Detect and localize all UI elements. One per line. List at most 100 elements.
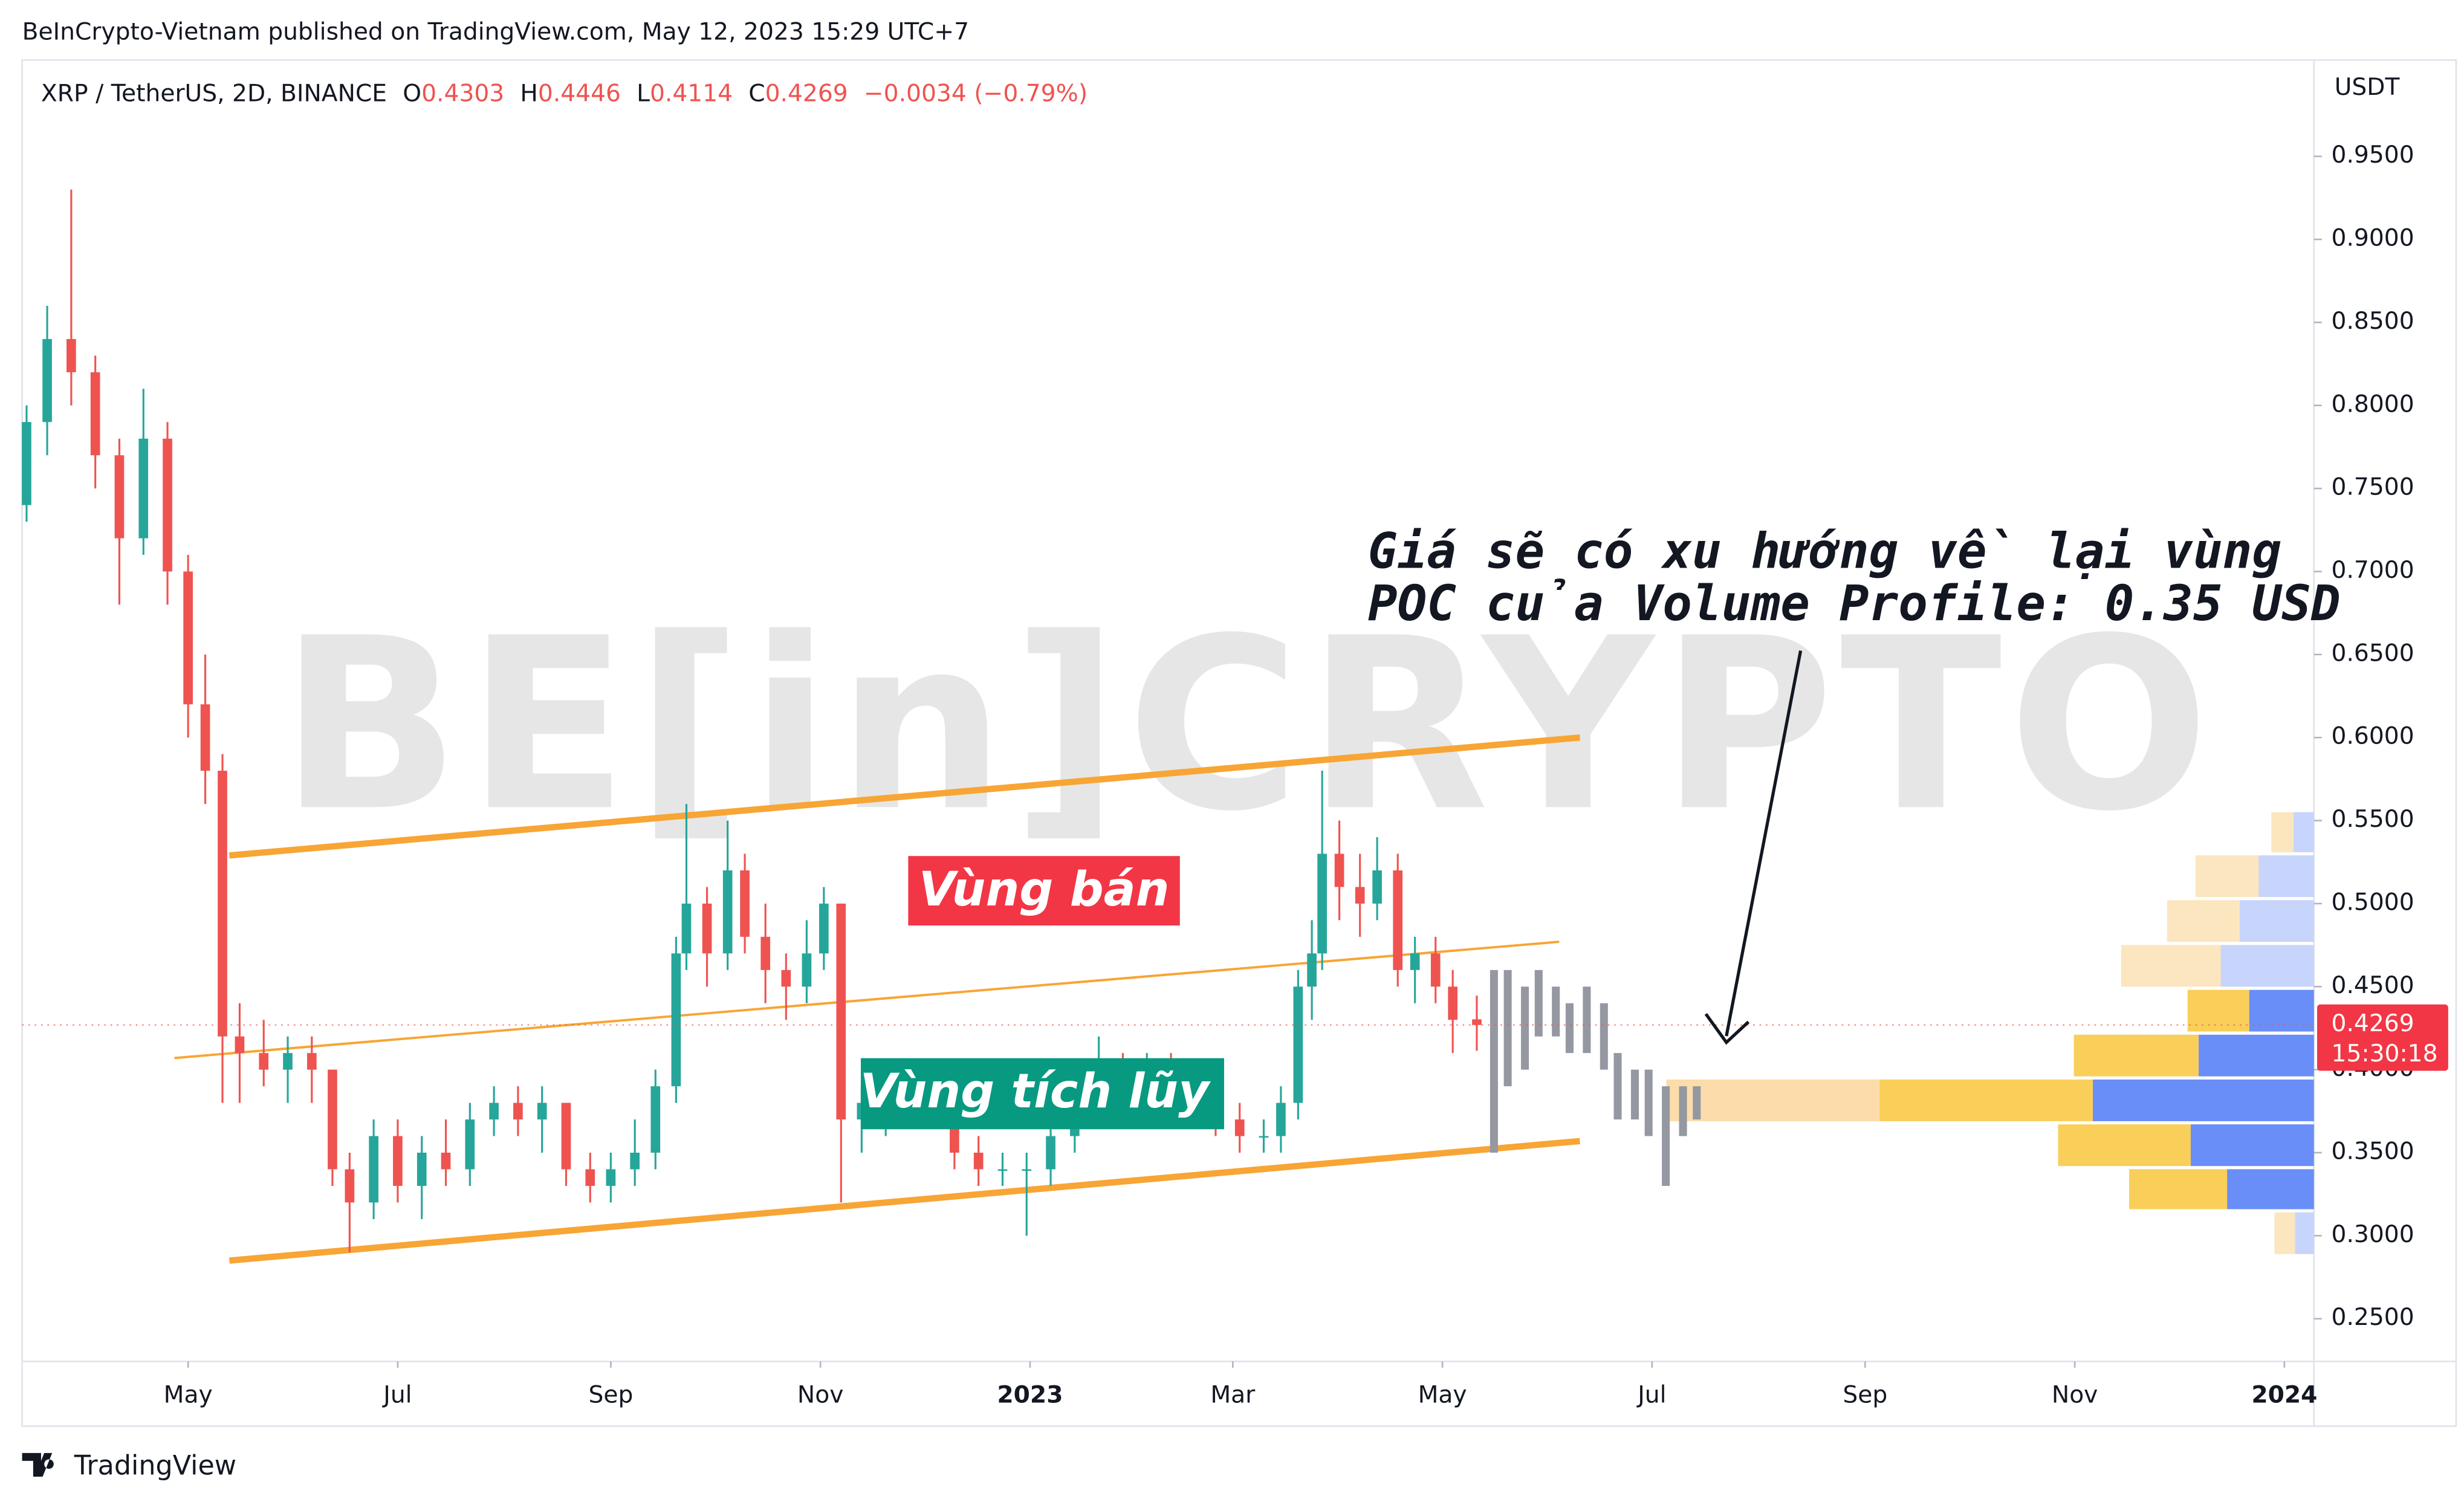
projection-bar xyxy=(1583,986,1591,1054)
candle-body xyxy=(513,1103,523,1120)
candle-body xyxy=(973,1152,984,1170)
y-tick-label: 0.7000 xyxy=(2332,557,2414,584)
candle-body xyxy=(585,1169,595,1186)
tv-logo-mark xyxy=(22,1452,54,1477)
projection-bar xyxy=(1600,1003,1608,1070)
profile-down xyxy=(2121,945,2221,987)
candle-body xyxy=(328,1069,337,1170)
candle-body xyxy=(630,1152,640,1170)
profile-up xyxy=(2220,945,2314,987)
candle-body xyxy=(183,571,193,705)
arrow-shaft xyxy=(1725,650,1803,1037)
candle-body xyxy=(606,1169,616,1186)
legend-key: C xyxy=(748,80,765,107)
chart-frame xyxy=(21,59,2457,1427)
plot-area: 0.25000.30000.35000.40000.45000.50000.55… xyxy=(22,141,2448,1408)
candle-body xyxy=(1472,1019,1482,1025)
legend-value: 0.4303 xyxy=(421,80,504,107)
profile-down xyxy=(2073,1034,2199,1077)
candle-body xyxy=(781,970,791,987)
currency: USDT xyxy=(2335,74,2401,101)
candle-body xyxy=(259,1053,269,1070)
candle-body xyxy=(235,1036,245,1054)
candle-body xyxy=(1234,1119,1245,1136)
sell-zone-box xyxy=(908,856,1180,926)
candle-body xyxy=(138,438,149,539)
trend-line xyxy=(229,734,1580,859)
x-tick-label: Jul xyxy=(1636,1381,1666,1408)
candle-body xyxy=(1393,870,1403,970)
legend-value: 0.4269 xyxy=(765,80,848,107)
watermark-group: BE[in]CRYPTO xyxy=(280,588,2210,863)
projection-bar xyxy=(1662,1086,1670,1186)
projection-bar xyxy=(1679,1086,1687,1136)
profile-down xyxy=(2058,1124,2191,1167)
candle-body xyxy=(1307,953,1317,987)
profile-up xyxy=(2092,1079,2314,1121)
candle-body xyxy=(740,870,750,937)
projection-bar xyxy=(1565,1003,1574,1054)
projection-bar xyxy=(1534,970,1543,1037)
candle-body xyxy=(200,704,210,771)
note-line-2: POC của Volume Profile: 0.35 USD xyxy=(1368,575,2341,632)
x-tick-label: May xyxy=(164,1381,213,1408)
profile-up xyxy=(2190,1124,2314,1167)
x-tick-label: May xyxy=(1418,1381,1467,1408)
x-tick-label: Nov xyxy=(797,1381,843,1408)
candle-body xyxy=(1430,953,1441,987)
profile-down xyxy=(2129,1169,2228,1209)
projection-bar xyxy=(1552,986,1560,1037)
profile-up xyxy=(2199,1034,2314,1077)
candle-body xyxy=(997,1169,1008,1171)
candle-body xyxy=(1022,1169,1032,1171)
profile-down xyxy=(2271,812,2294,852)
legend-value: 0.4114 xyxy=(650,80,733,107)
projection-bar xyxy=(1644,1069,1653,1136)
candle-body xyxy=(1046,1136,1055,1170)
projection-bar xyxy=(1693,1086,1701,1120)
candle-body xyxy=(1372,870,1382,904)
profile-up xyxy=(2258,855,2314,898)
y-tick-label: 0.5000 xyxy=(2332,889,2414,916)
candle-body xyxy=(393,1136,403,1186)
candle-body xyxy=(561,1103,571,1170)
candle-body xyxy=(1410,953,1420,970)
candle-body xyxy=(702,903,712,954)
accumulation-box xyxy=(860,1058,1224,1130)
profile-up xyxy=(2239,900,2314,942)
candle-body xyxy=(163,438,172,572)
candle-body xyxy=(836,903,846,1120)
candle-body xyxy=(90,372,100,456)
y-tick-label: 0.6500 xyxy=(2332,640,2414,667)
candle-body xyxy=(681,903,692,954)
candle-body xyxy=(671,953,681,1087)
candle-body xyxy=(218,771,227,1037)
y-tick-label: 0.4500 xyxy=(2332,972,2414,999)
profile-down xyxy=(2167,900,2240,942)
candle-body xyxy=(114,455,125,539)
projection-bar xyxy=(1490,970,1498,1153)
last-price-tag xyxy=(2317,1004,2448,1071)
profile-down xyxy=(2195,855,2259,898)
profile-down xyxy=(2187,989,2249,1032)
profile-up xyxy=(2295,1212,2314,1254)
legend-key: L xyxy=(637,80,650,107)
candle-body xyxy=(369,1136,378,1203)
projection-bar xyxy=(1521,986,1529,1070)
legend-key: O xyxy=(403,80,421,107)
y-tick-label: 0.9000 xyxy=(2332,225,2414,252)
candle-body xyxy=(1334,853,1344,887)
projection-bar xyxy=(1630,1069,1639,1120)
candle-body xyxy=(1259,1136,1269,1138)
candle-body xyxy=(1448,986,1458,1020)
publish-note: BeInCrypto-Vietnam published on TradingV… xyxy=(22,18,969,45)
y-tick-label: 0.3000 xyxy=(2332,1221,2414,1248)
projection-bar xyxy=(1503,970,1512,1087)
x-tick-label: 2023 xyxy=(997,1381,1063,1408)
legend-value: 0.4446 xyxy=(538,80,621,107)
candle-body xyxy=(1293,986,1303,1103)
y-tick-label: 0.9500 xyxy=(2332,141,2414,169)
candle-body xyxy=(22,422,31,505)
candle-body xyxy=(441,1152,451,1170)
profile-down xyxy=(1879,1079,2093,1121)
